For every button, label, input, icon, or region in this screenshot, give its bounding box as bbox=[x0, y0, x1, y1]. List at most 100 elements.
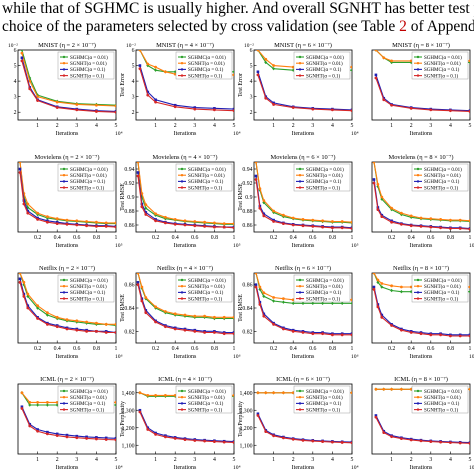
data-point bbox=[272, 322, 275, 326]
y-tick-label: 0.94 bbox=[242, 167, 252, 173]
x-axis-label: Iterations bbox=[174, 243, 197, 249]
legend: SGHMC(α = 0.01)SGNHT(α = 0.01)SGHMC(α = … bbox=[411, 163, 469, 191]
data-point bbox=[75, 328, 79, 332]
data-point bbox=[376, 208, 380, 212]
y-tick-label: 5 bbox=[14, 64, 17, 70]
data-point bbox=[400, 437, 403, 440]
legend-marker bbox=[180, 167, 184, 171]
series-line-1 bbox=[19, 162, 116, 225]
legend-marker bbox=[416, 74, 420, 77]
x-tick-label: 4 bbox=[449, 457, 452, 463]
data-point bbox=[146, 62, 150, 66]
x-tick-label: 1 bbox=[233, 235, 236, 241]
legend-marker bbox=[298, 174, 302, 177]
x-axis-label: Iterations bbox=[292, 354, 315, 360]
data-point bbox=[376, 278, 380, 282]
legend-label: SGHMC(α = 0.1) bbox=[424, 68, 460, 73]
data-point bbox=[311, 218, 315, 222]
x-exponent: 10⁶ bbox=[469, 354, 474, 360]
data-point bbox=[36, 429, 39, 433]
x-tick-label: 0.8 bbox=[211, 346, 218, 352]
data-point bbox=[291, 301, 295, 306]
chart-title: Netflix (η = 4 × 10⁻⁷) bbox=[157, 265, 213, 272]
data-point bbox=[468, 441, 470, 445]
legend-marker bbox=[298, 186, 302, 189]
data-point bbox=[173, 218, 177, 221]
data-point bbox=[28, 422, 32, 426]
data-point bbox=[213, 225, 216, 229]
data-point bbox=[468, 285, 470, 289]
y-axis-label: Test Perplexity bbox=[238, 401, 244, 437]
data-point bbox=[331, 440, 334, 444]
data-point bbox=[144, 309, 148, 312]
data-point bbox=[254, 162, 258, 164]
x-exponent: 10⁶ bbox=[115, 354, 123, 360]
data-point bbox=[95, 103, 98, 107]
legend-marker bbox=[298, 402, 302, 405]
x-tick-label: 0.8 bbox=[93, 235, 100, 241]
series-line-3 bbox=[255, 284, 352, 335]
data-point bbox=[232, 107, 234, 111]
x-tick-label: 3 bbox=[429, 123, 432, 129]
legend-marker bbox=[416, 389, 420, 393]
legend-marker bbox=[180, 68, 184, 71]
x-tick-label: 0.4 bbox=[408, 346, 415, 352]
data-point bbox=[164, 393, 167, 397]
x-axis-label: Iterations bbox=[410, 354, 433, 360]
plot-frame bbox=[371, 49, 471, 121]
data-point bbox=[232, 393, 234, 397]
y-tick-label: 5 bbox=[250, 64, 253, 70]
data-point bbox=[372, 285, 376, 289]
data-point bbox=[331, 226, 334, 230]
data-point bbox=[146, 393, 150, 397]
data-point bbox=[55, 222, 59, 226]
data-point bbox=[26, 306, 30, 310]
data-point bbox=[140, 299, 144, 303]
data-point bbox=[374, 387, 378, 391]
legend-label: SGNHT(α = 0.1) bbox=[188, 297, 223, 302]
x-tick-label: 3 bbox=[193, 123, 196, 129]
y-exponent: 10⁻² bbox=[244, 43, 254, 49]
legend-label: SGNHT(α = 0.1) bbox=[70, 186, 105, 191]
data-point bbox=[376, 184, 380, 189]
x-tick-label: 0.4 bbox=[290, 346, 297, 352]
data-point bbox=[65, 318, 69, 322]
data-point bbox=[22, 292, 26, 296]
plot-area bbox=[372, 162, 470, 231]
y-axis-label: Test RMSE bbox=[238, 183, 244, 211]
x-tick-label: 0.4 bbox=[408, 235, 415, 241]
data-point bbox=[26, 209, 30, 213]
series-line-3 bbox=[375, 74, 470, 112]
legend-label: SGHMC(α = 0.1) bbox=[306, 291, 342, 296]
data-point bbox=[380, 195, 384, 199]
table-ref-link[interactable]: 2 bbox=[399, 18, 407, 35]
data-point bbox=[164, 435, 167, 439]
data-point bbox=[65, 218, 69, 222]
data-point bbox=[301, 438, 305, 442]
data-point bbox=[429, 108, 433, 112]
y-tick-label: 0.92 bbox=[124, 181, 134, 187]
series-line-4 bbox=[255, 286, 352, 336]
x-tick-label: 4 bbox=[95, 123, 98, 129]
legend-marker bbox=[298, 167, 302, 171]
legend-marker bbox=[416, 278, 420, 282]
data-point bbox=[114, 110, 116, 114]
legend-label: SGNHT(α = 0.1) bbox=[424, 186, 459, 191]
y-tick-label: 4 bbox=[250, 79, 253, 85]
data-point bbox=[46, 430, 49, 434]
data-point bbox=[419, 332, 423, 336]
data-point bbox=[36, 403, 40, 407]
x-tick-label: 2 bbox=[292, 123, 295, 129]
x-tick-label: 3 bbox=[75, 457, 78, 463]
data-point bbox=[350, 68, 352, 72]
data-point bbox=[256, 414, 260, 417]
data-point bbox=[164, 310, 167, 313]
y-tick-label: 6 bbox=[250, 48, 253, 54]
plot-frame bbox=[371, 383, 471, 455]
x-tick-label: 0.2 bbox=[270, 235, 277, 241]
data-point bbox=[193, 314, 197, 318]
legend-label: SGHMC(α = 0.1) bbox=[306, 68, 342, 73]
legend-label: SGNHT(α = 0.1) bbox=[306, 74, 341, 79]
data-point bbox=[350, 220, 352, 224]
x-tick-label: 5 bbox=[115, 123, 118, 129]
